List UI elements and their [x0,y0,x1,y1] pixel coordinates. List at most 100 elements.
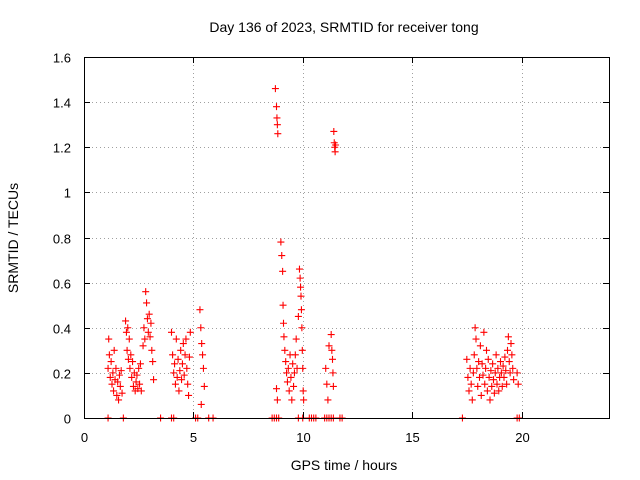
data-point [140,324,148,332]
data-point [474,382,482,390]
y-tick-label: 0 [64,412,71,427]
data-point [283,378,291,386]
data-point [173,373,181,381]
data-point [299,364,307,372]
data-point [297,306,305,314]
data-point [199,351,207,359]
data-point [271,85,279,93]
data-point [469,369,477,377]
data-point [300,396,308,404]
data-point [280,333,288,341]
data-point [281,346,289,354]
data-point [273,114,281,122]
data-point [144,328,152,336]
data-point [273,385,280,393]
data-point [329,369,337,377]
x-tick-label: 0 [81,430,88,445]
data-point [127,351,135,359]
data-point [273,103,280,111]
data-point [278,252,286,260]
data-point [497,358,504,366]
data-point [465,387,473,395]
data-point [180,371,188,379]
data-point [478,360,486,368]
data-point [488,382,496,390]
data-point [106,373,114,381]
data-point [324,396,332,404]
data-point [136,360,144,368]
data-point [507,340,515,348]
data-point [282,358,290,366]
data-point [325,342,333,350]
data-point [112,364,120,372]
data-point [503,380,511,388]
data-point [296,274,304,282]
data-point [172,335,180,343]
data-point [133,371,141,379]
data-point [182,335,190,343]
y-tick-label: 1.4 [53,96,71,111]
data-point [493,380,501,388]
data-point [185,353,193,361]
x-tick-label: 15 [405,430,419,445]
data-point [297,292,305,300]
data-point [491,369,499,377]
data-point [108,380,116,388]
data-point [273,396,281,404]
ticks-layer [84,57,609,419]
x-tick-label: 10 [296,430,310,445]
data-point [495,387,503,395]
data-point [141,335,149,343]
data-point [490,376,497,384]
data-point [509,364,517,372]
data-point [487,367,495,375]
data-point [196,306,204,314]
data-point [184,380,192,388]
data-point [501,353,509,361]
data-point [186,328,194,336]
data-point [481,380,489,388]
data-point [485,373,493,381]
data-point [197,324,205,332]
data-point [482,364,490,372]
data-point [147,319,155,327]
data-point [467,380,475,388]
data-point [114,378,122,386]
data-point [198,340,206,348]
data-point [143,299,151,307]
plot-frame [84,57,610,419]
data-point [177,346,185,354]
data-point [490,389,498,397]
data-point [294,312,302,320]
x-tick-label: 20 [515,430,529,445]
data-point [135,364,143,372]
data-point [169,351,177,359]
data-point [174,355,182,363]
data-point [504,346,511,354]
data-point [322,364,330,372]
data-point [110,387,118,395]
data-point [504,333,512,341]
data-point [116,382,124,390]
y-axis-label: SRMTID / TECUs [5,183,21,293]
data-point [290,369,298,377]
data-point [327,331,335,339]
data-point [122,328,130,336]
data-point [178,376,186,384]
data-point [277,238,285,246]
data-point [328,346,336,354]
data-point [483,346,490,354]
data-point [497,369,505,377]
data-point [476,342,484,350]
data-point [107,358,115,366]
data-point [473,364,481,372]
data-point [136,380,144,388]
y-tick-label: 0.8 [53,232,71,247]
chart-title: Day 136 of 2023, SRMTID for receiver ton… [209,19,478,35]
data-point [199,364,207,372]
data-point [274,130,282,138]
data-point [171,360,179,368]
data-point [279,267,287,275]
data-point [298,324,306,332]
